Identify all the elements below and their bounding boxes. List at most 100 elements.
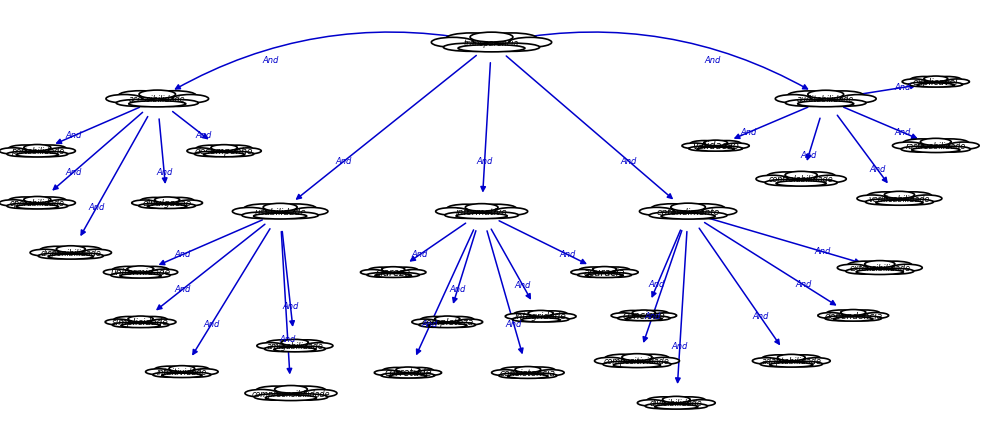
- Ellipse shape: [500, 367, 531, 374]
- Text: dependencia: dependencia: [824, 312, 883, 320]
- Text: controlabilidade: controlabilidade: [769, 175, 834, 184]
- Ellipse shape: [276, 204, 317, 213]
- Ellipse shape: [24, 145, 51, 151]
- Ellipse shape: [257, 386, 295, 394]
- Text: divisibilidade: divisibilidade: [650, 399, 703, 408]
- Ellipse shape: [361, 270, 383, 275]
- Text: simplicidade: simplicidade: [112, 318, 169, 327]
- Ellipse shape: [814, 175, 846, 183]
- Ellipse shape: [863, 313, 889, 318]
- Ellipse shape: [177, 200, 202, 206]
- Ellipse shape: [762, 355, 795, 362]
- Ellipse shape: [770, 362, 813, 367]
- Ellipse shape: [305, 389, 337, 397]
- Ellipse shape: [435, 207, 468, 215]
- Ellipse shape: [825, 316, 858, 321]
- Text: adaptabilidade: adaptabilidade: [762, 357, 821, 366]
- Text: And: And: [800, 151, 817, 160]
- Ellipse shape: [645, 404, 681, 409]
- Ellipse shape: [515, 366, 541, 372]
- Ellipse shape: [893, 142, 923, 149]
- Ellipse shape: [840, 94, 876, 103]
- Ellipse shape: [162, 204, 196, 208]
- Ellipse shape: [121, 323, 160, 328]
- Ellipse shape: [521, 318, 560, 322]
- Ellipse shape: [389, 273, 420, 277]
- Ellipse shape: [48, 254, 93, 259]
- Ellipse shape: [681, 212, 727, 219]
- Ellipse shape: [257, 343, 284, 349]
- Text: And: And: [895, 128, 911, 137]
- Text: And: And: [752, 312, 769, 321]
- Text: corretude: corretude: [384, 368, 432, 378]
- Ellipse shape: [24, 197, 51, 203]
- Ellipse shape: [932, 139, 968, 147]
- Ellipse shape: [586, 274, 623, 278]
- Ellipse shape: [7, 152, 42, 157]
- Text: acessibilidade: acessibilidade: [129, 95, 186, 104]
- Ellipse shape: [768, 356, 815, 367]
- Ellipse shape: [120, 274, 161, 278]
- Ellipse shape: [641, 310, 668, 317]
- Ellipse shape: [138, 317, 167, 323]
- Ellipse shape: [443, 43, 499, 52]
- Ellipse shape: [593, 267, 616, 272]
- Ellipse shape: [802, 358, 831, 364]
- Ellipse shape: [655, 404, 698, 409]
- Ellipse shape: [456, 213, 507, 219]
- Ellipse shape: [106, 94, 143, 103]
- Ellipse shape: [487, 33, 537, 44]
- Ellipse shape: [795, 93, 856, 106]
- Text: And: And: [515, 281, 531, 290]
- Ellipse shape: [434, 316, 460, 322]
- Text: And: And: [262, 56, 278, 65]
- Text: And: And: [282, 302, 299, 310]
- Ellipse shape: [203, 152, 245, 157]
- Ellipse shape: [403, 270, 426, 275]
- Ellipse shape: [600, 273, 631, 277]
- Ellipse shape: [633, 354, 669, 362]
- Ellipse shape: [776, 94, 811, 103]
- Ellipse shape: [32, 204, 68, 209]
- Ellipse shape: [795, 180, 838, 186]
- Ellipse shape: [141, 197, 170, 204]
- Ellipse shape: [136, 323, 169, 327]
- Ellipse shape: [637, 400, 665, 406]
- Text: extensibilidade: extensibilidade: [849, 264, 910, 273]
- Ellipse shape: [112, 266, 144, 273]
- Text: compositividade: compositividade: [605, 357, 669, 366]
- Ellipse shape: [381, 267, 405, 272]
- Ellipse shape: [911, 195, 942, 202]
- Text: verificabilidade: verificabilidade: [869, 195, 930, 204]
- Ellipse shape: [711, 146, 742, 151]
- Ellipse shape: [840, 310, 866, 315]
- Ellipse shape: [103, 269, 130, 275]
- Ellipse shape: [128, 316, 153, 322]
- Ellipse shape: [498, 373, 533, 378]
- Text: And: And: [795, 281, 812, 289]
- Ellipse shape: [294, 207, 328, 215]
- Ellipse shape: [949, 142, 979, 149]
- Ellipse shape: [492, 370, 517, 375]
- Ellipse shape: [845, 268, 886, 274]
- Ellipse shape: [83, 249, 111, 256]
- Text: And: And: [88, 203, 105, 212]
- Ellipse shape: [857, 195, 888, 202]
- Ellipse shape: [154, 366, 185, 373]
- Text: And: And: [869, 165, 886, 174]
- Ellipse shape: [442, 323, 476, 327]
- Ellipse shape: [797, 101, 853, 107]
- Ellipse shape: [528, 310, 553, 316]
- Text: divulgacao: divulgacao: [143, 199, 192, 208]
- Ellipse shape: [40, 246, 75, 254]
- Ellipse shape: [274, 212, 318, 219]
- Text: And: And: [412, 250, 428, 259]
- Ellipse shape: [624, 312, 664, 320]
- Ellipse shape: [602, 267, 630, 273]
- Ellipse shape: [505, 368, 550, 378]
- Text: And: And: [895, 83, 911, 92]
- Ellipse shape: [917, 83, 954, 87]
- Text: informativo: informativo: [456, 208, 507, 216]
- Ellipse shape: [946, 79, 969, 84]
- Ellipse shape: [263, 204, 297, 211]
